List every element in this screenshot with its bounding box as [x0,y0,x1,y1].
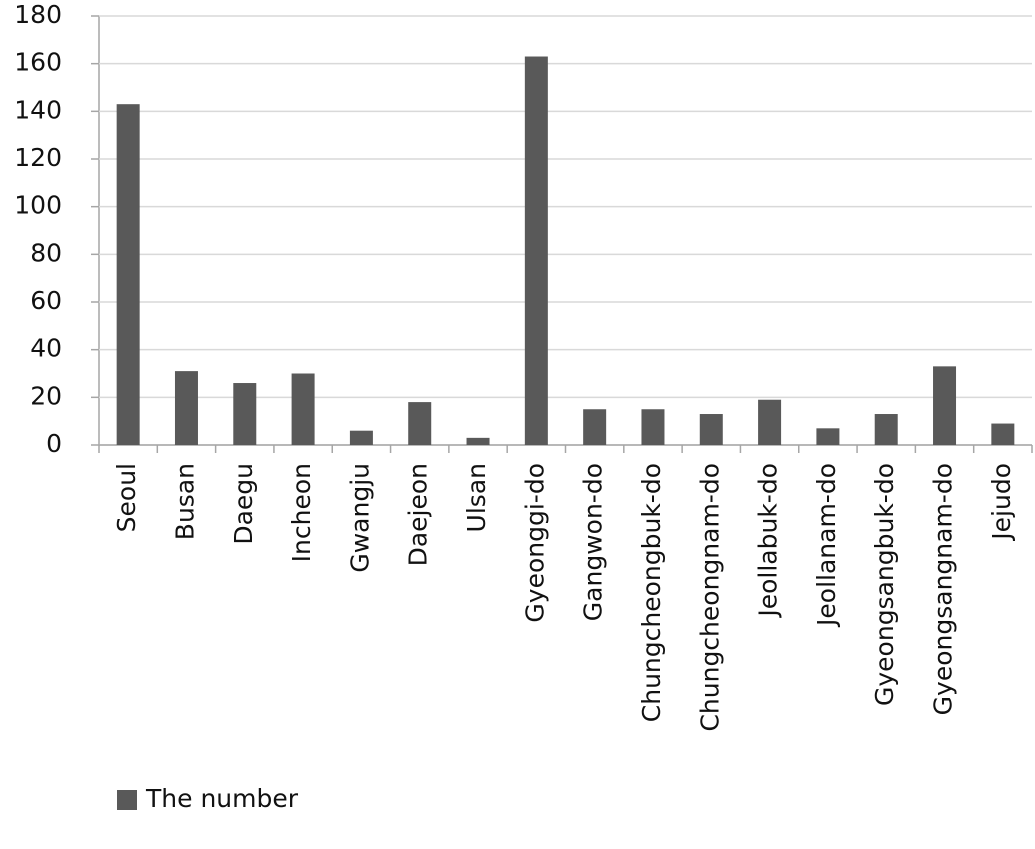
y-tick-label: 80 [30,238,62,267]
x-tick-label: Incheon [287,463,316,562]
bar [174,371,198,445]
bar [408,402,432,445]
x-tick-label: Busan [170,463,199,540]
x-tick-label: Gyeongsangbuk-do [870,463,899,706]
bar [874,414,898,445]
x-tick-label: Jeollanam-do [812,463,841,628]
y-tick-label: 100 [14,191,62,220]
x-tick-label: Chungcheongbuk-do [637,463,666,722]
x-tick-label: Jeollabuk-do [754,463,783,619]
bar [349,430,373,445]
bar [699,414,723,445]
bar [583,409,607,445]
bar [291,373,315,445]
bar [816,428,840,445]
x-tick-label: Daejeon [404,463,433,566]
bar [758,399,782,445]
y-tick-label: 0 [46,429,62,458]
y-tick-label: 20 [30,381,62,410]
bar [466,437,490,445]
legend-label: The number [145,784,299,813]
x-tick-label: Gwangju [345,463,374,573]
bar [233,383,257,445]
x-tick-label: Jejudo [987,463,1016,542]
y-tick-label: 160 [14,48,62,77]
x-tick-label: Ulsan [462,463,491,532]
bar [524,56,548,446]
y-tick-label: 120 [14,143,62,172]
x-tick-label: Gyeongsangnam-do [929,463,958,715]
x-tick-label: Seoul [112,463,141,532]
y-tick-label: 140 [14,95,62,124]
legend-swatch [117,790,137,810]
bar [933,366,957,445]
x-tick-label: Chungcheongnam-do [695,463,724,732]
y-tick-label: 180 [14,0,62,29]
x-tick-label: Daegu [229,463,258,545]
x-tick-label: Gangwon-do [579,463,608,621]
y-tick-label: 60 [30,286,62,315]
y-tick-label: 40 [30,334,62,363]
bar [641,409,665,445]
bar [991,423,1015,445]
bar [116,104,140,445]
x-tick-label: Gyeonggi-do [520,463,549,623]
